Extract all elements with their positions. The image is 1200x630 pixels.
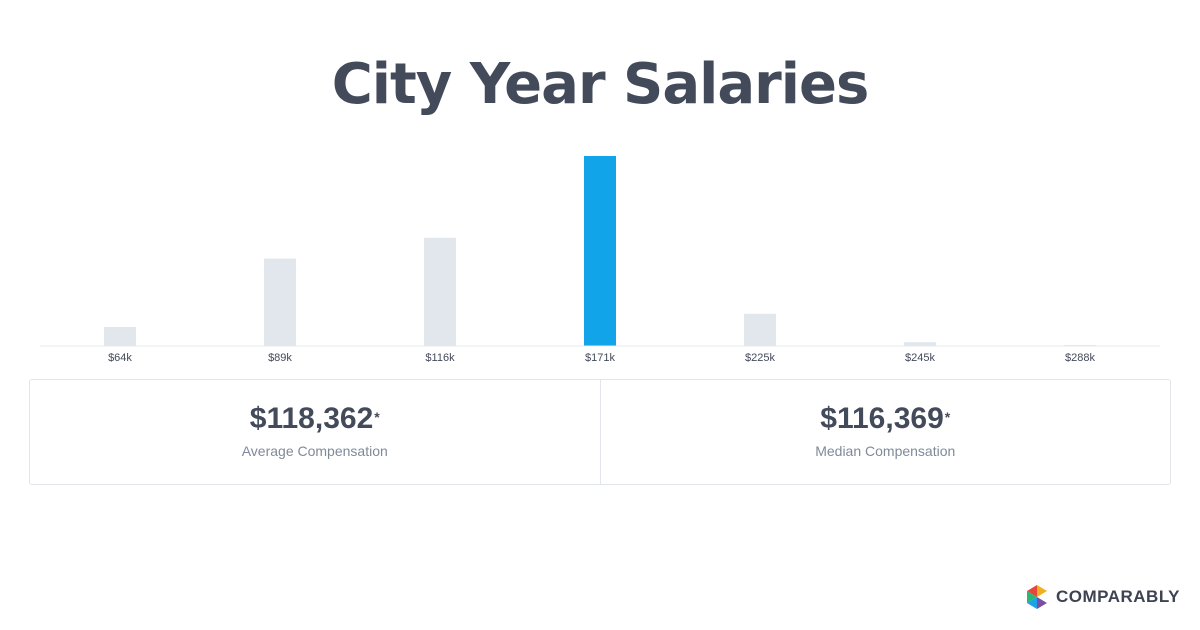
- histogram-bar-171k: [584, 156, 616, 346]
- histogram-bar-225k: [744, 313, 776, 346]
- x-tick-label: $288k: [1065, 352, 1095, 364]
- x-tick-label: $116k: [425, 352, 455, 364]
- compensation-summary: $118,362* Average Compensation $116,369*…: [29, 379, 1171, 485]
- footnote-marker: *: [374, 409, 380, 425]
- average-compensation-card: $118,362* Average Compensation: [30, 380, 600, 484]
- histogram-bar-245k: [904, 342, 936, 346]
- histogram-bar-89k: [264, 258, 296, 346]
- x-tick-label: $64k: [108, 352, 132, 364]
- x-tick-label: $171k: [585, 352, 615, 364]
- x-tick-label: $89k: [268, 352, 292, 364]
- page-title: City Year Salaries: [331, 52, 870, 117]
- x-tick-label: $245k: [905, 352, 935, 364]
- footnote-marker: *: [944, 409, 951, 425]
- histogram-bar-64k: [104, 327, 136, 346]
- median-compensation-label: Median Compensation: [815, 443, 956, 459]
- median-compensation-value: $116,369*: [820, 402, 951, 435]
- histogram-bar-116k: [424, 237, 456, 346]
- average-compensation-value: $118,362*: [249, 402, 380, 435]
- comparably-logo-icon: [1026, 585, 1047, 609]
- median-compensation-card: $116,369* Median Compensation: [599, 380, 1171, 484]
- salary-histogram: $64k $89k $116k $171k $225k $245k $288k: [40, 156, 1160, 364]
- x-tick-label: $225k: [745, 352, 775, 364]
- brand-name: COMPARABLY: [1055, 587, 1180, 606]
- average-compensation-label: Average Compensation: [241, 443, 388, 459]
- brand-logo[interactable]: COMPARABLY: [1024, 584, 1180, 610]
